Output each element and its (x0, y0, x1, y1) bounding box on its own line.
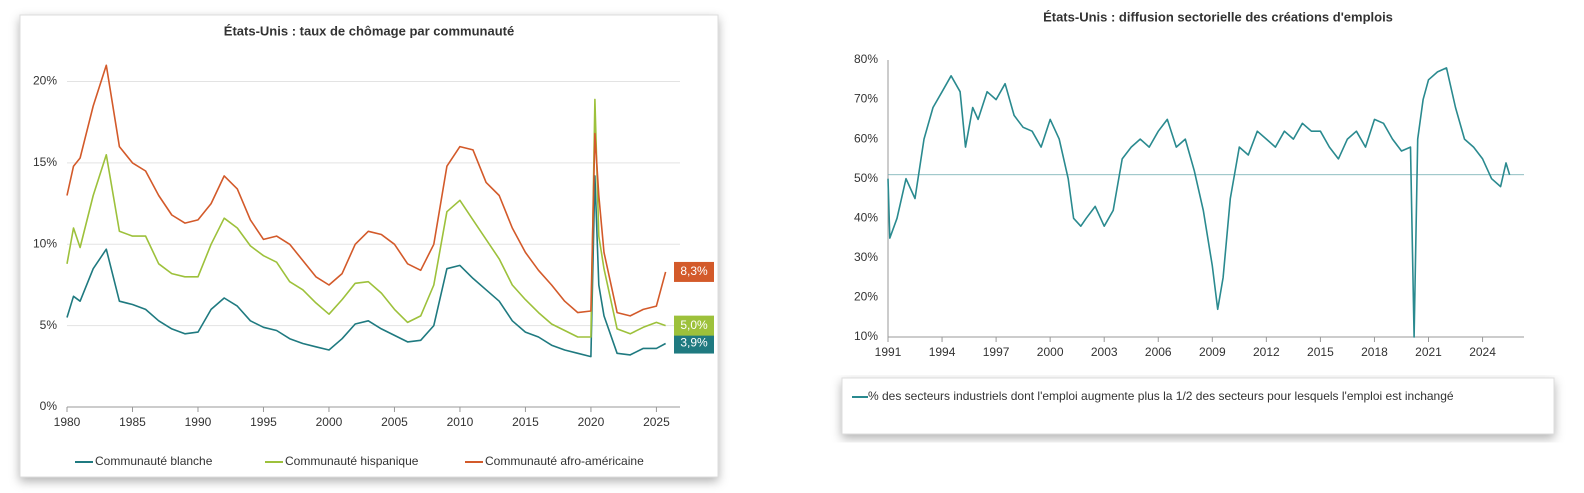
x-tick-label: 2012 (1253, 345, 1280, 359)
y-tick-label: 70% (854, 92, 878, 106)
y-tick-label: 40% (854, 210, 878, 224)
x-tick-label: 2000 (316, 415, 343, 429)
x-tick-label: 2020 (578, 415, 605, 429)
x-tick-label: 2006 (1145, 345, 1172, 359)
x-tick-label: 2021 (1415, 345, 1442, 359)
y-tick-label: 80% (854, 52, 878, 66)
chart-title: États-Unis : diffusion sectorielle des c… (1043, 9, 1393, 24)
series-line (66, 98, 666, 338)
series-line (66, 64, 667, 317)
series-line (66, 175, 666, 358)
legend-label: Communauté blanche (95, 454, 213, 468)
x-tick-label: 2005 (381, 415, 408, 429)
x-tick-label: 2025 (643, 415, 670, 429)
x-tick-label: 2010 (447, 415, 474, 429)
end-label-box (674, 315, 714, 336)
y-tick-label: 10% (33, 236, 57, 250)
x-tick-label: 2009 (1199, 345, 1226, 359)
x-tick-label: 2015 (1307, 345, 1334, 359)
x-tick-label: 1997 (983, 345, 1010, 359)
chart-title: États-Unis : taux de chômage par communa… (224, 23, 514, 38)
y-tick-label: 60% (854, 131, 878, 145)
y-tick-label: 5% (40, 318, 58, 332)
x-tick-label: 1980 (54, 415, 81, 429)
x-tick-label: 2015 (512, 415, 539, 429)
legend-box: % des secteurs industriels dont l'emploi… (868, 389, 1454, 403)
x-tick-label: 1991 (875, 345, 902, 359)
y-tick-label: 20% (33, 74, 57, 88)
end-label: 8,3% (680, 264, 708, 278)
x-tick-label: 2024 (1469, 345, 1496, 359)
y-tick-label: 20% (854, 290, 878, 304)
legend-card (841, 377, 1555, 435)
y-tick-label: 15% (33, 155, 57, 169)
x-tick-label: 2000 (1037, 345, 1064, 359)
legend-label: Communauté hispanique (285, 454, 419, 468)
y-tick-label: 0% (40, 399, 58, 413)
y-tick-label: 10% (854, 329, 878, 343)
x-tick-label: 2018 (1361, 345, 1388, 359)
end-label-box (674, 333, 714, 354)
x-tick-label: 2003 (1091, 345, 1118, 359)
x-tick-label: 1995 (250, 415, 277, 429)
legend-label: % des secteurs industriels dont l'emploi… (868, 389, 1454, 403)
chart-card (19, 14, 719, 478)
x-tick-label: 1985 (119, 415, 146, 429)
end-label-box (674, 261, 714, 282)
series-line (887, 67, 1511, 338)
end-label: 3,9% (680, 336, 708, 350)
end-label: 5,0% (680, 318, 708, 332)
y-tick-label: 50% (854, 171, 878, 185)
x-tick-label: 1990 (185, 415, 212, 429)
legend-label: Communauté afro-américaine (485, 454, 644, 468)
y-tick-label: 30% (854, 250, 878, 264)
x-tick-label: 1994 (929, 345, 956, 359)
